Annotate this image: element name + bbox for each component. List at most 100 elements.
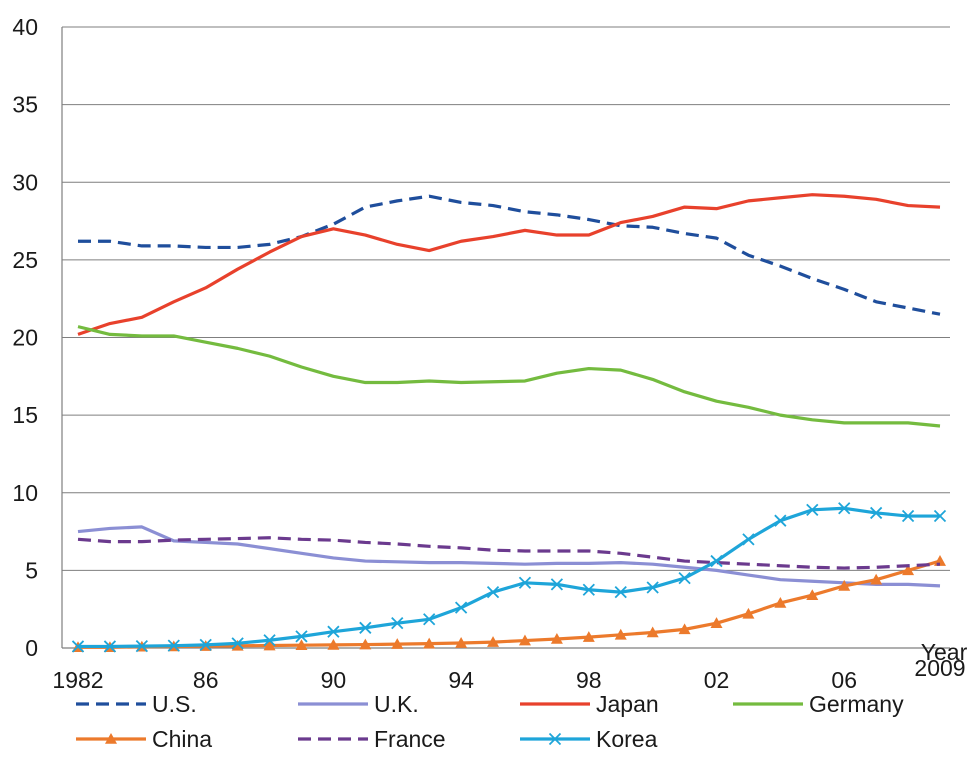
data-point-korea <box>423 613 436 626</box>
series-line-germany <box>77 325 941 428</box>
data-point-korea <box>518 576 532 589</box>
data-point-china <box>614 628 627 640</box>
data-point-china <box>359 638 372 650</box>
data-point-korea <box>678 572 691 585</box>
y-tick-label: 35 <box>12 92 38 118</box>
data-point-china <box>742 607 755 619</box>
marker-x-stroke <box>231 637 244 650</box>
series-us <box>78 194 941 316</box>
marker-x-stroke <box>550 578 564 591</box>
y-tick-label: 10 <box>12 480 38 506</box>
legend-item-france: France <box>298 726 446 752</box>
data-point-korea <box>295 630 308 643</box>
data-point-korea <box>870 506 883 520</box>
data-point-china <box>582 631 595 642</box>
marker-x-stroke <box>391 617 404 630</box>
data-point-china <box>263 639 276 651</box>
data-point-china <box>423 637 436 649</box>
legend-item-uk: U.K. <box>298 691 419 717</box>
legend-label-china: China <box>152 726 212 752</box>
x-axis-label: Year <box>921 639 968 665</box>
data-point-china <box>870 573 883 585</box>
legend-item-us: U.S. <box>76 691 197 717</box>
legend-marker-korea <box>548 732 562 746</box>
y-tick-label: 40 <box>12 14 38 40</box>
marker-x-stroke <box>933 509 947 523</box>
legend-label-korea: Korea <box>596 726 658 752</box>
legend-label-germany: Germany <box>809 691 904 717</box>
x-tick-label: 02 <box>704 667 730 693</box>
marker-x-stroke <box>646 581 659 594</box>
marker-x-stroke <box>742 533 755 546</box>
legend-label-us: U.S. <box>152 691 197 717</box>
data-point-korea <box>71 640 85 653</box>
marker-x-stroke <box>806 503 819 516</box>
data-point-korea <box>391 617 404 630</box>
marker-x-stroke <box>838 502 851 515</box>
marker-x-stroke <box>548 732 562 746</box>
data-point-china <box>391 638 404 649</box>
data-point-korea <box>327 625 340 638</box>
series-france <box>77 536 941 570</box>
series-line-uk <box>77 525 941 588</box>
series-uk <box>77 525 941 588</box>
data-point-china <box>518 634 531 646</box>
data-point-korea <box>359 621 372 634</box>
data-point-china <box>710 617 723 628</box>
data-point-korea <box>933 509 947 523</box>
legend-label-japan: Japan <box>596 691 659 717</box>
x-tick-label: 1982 <box>52 667 103 693</box>
data-point-china <box>295 639 308 651</box>
data-point-china <box>231 639 244 651</box>
data-point-korea <box>550 578 564 591</box>
marker-x-stroke <box>423 613 436 626</box>
marker-x-stroke <box>582 583 595 596</box>
series-line-japan <box>77 193 941 336</box>
data-point-korea <box>199 638 212 652</box>
x-tick-label: 2009 <box>914 655 965 681</box>
marker-x-stroke <box>901 509 915 523</box>
data-point-korea <box>231 637 244 650</box>
data-point-korea <box>135 640 148 653</box>
x-tick-label: 94 <box>448 667 474 693</box>
data-point-korea <box>582 583 595 596</box>
data-point-korea <box>774 514 787 527</box>
marker-x-stroke <box>454 601 468 614</box>
x-tick-label: 90 <box>321 667 347 693</box>
legend-marker-china <box>105 733 117 744</box>
marker-x-stroke <box>167 639 180 652</box>
data-point-korea <box>454 601 468 614</box>
y-tick-label: 30 <box>12 169 38 195</box>
marker-x-stroke <box>774 514 787 527</box>
legend-label-france: France <box>374 726 446 752</box>
marker-x-stroke <box>710 554 723 568</box>
data-point-korea <box>838 502 851 515</box>
marker-x-stroke <box>71 640 85 653</box>
data-point-korea <box>486 585 500 599</box>
legend: U.S. U.K. Japan Germany China France Korea <box>76 691 904 752</box>
data-point-china <box>838 579 851 591</box>
data-point-china <box>902 564 915 576</box>
x-tick-labels: 1982 86 90 94 98 02 06 2009 <box>52 655 965 693</box>
legend-label-uk: U.K. <box>374 691 419 717</box>
gridlines <box>62 26 950 571</box>
marker-x-stroke <box>103 640 117 653</box>
series-line-us <box>78 194 941 316</box>
marker-x-stroke <box>135 640 148 653</box>
x-tick-label: 86 <box>193 667 219 693</box>
marker-x-stroke <box>518 576 532 589</box>
data-point-korea <box>710 554 723 568</box>
y-tick-labels: 0 5 10 15 20 25 30 35 40 <box>12 14 38 661</box>
y-tick-label: 25 <box>12 247 38 273</box>
series-korea <box>71 502 947 653</box>
data-point-china <box>774 596 787 608</box>
marker-x-stroke <box>327 625 340 638</box>
legend-item-germany: Germany <box>733 691 904 717</box>
y-tick-label: 0 <box>25 635 38 661</box>
marker-x-stroke <box>263 634 276 647</box>
data-point-china <box>806 589 819 601</box>
data-point-china <box>646 626 659 638</box>
series-germany <box>77 325 941 428</box>
marker-x-stroke <box>199 638 212 652</box>
